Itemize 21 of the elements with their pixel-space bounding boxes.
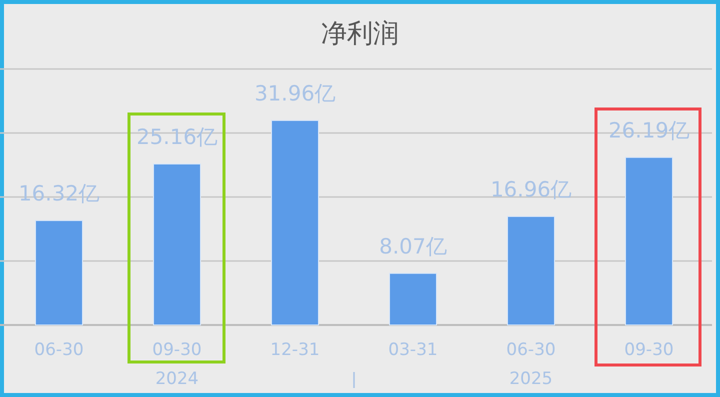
x-tick-label: 06-30 — [506, 340, 556, 360]
bar — [271, 120, 319, 326]
text: 2025 — [509, 369, 553, 389]
data-label: 16.32亿 — [18, 182, 100, 206]
x-tick-label: 12-31 — [270, 340, 320, 360]
data-label: 26.19亿 — [608, 118, 690, 142]
x-tick-label: 09-30 — [152, 340, 202, 360]
bar — [153, 163, 201, 326]
bar — [625, 156, 673, 326]
data-label: 31.96亿 — [254, 81, 336, 106]
data-label: 8.07亿 — [379, 234, 447, 258]
bar — [35, 220, 83, 326]
bar — [507, 216, 555, 326]
x-tick-label: 06-30 — [34, 340, 84, 360]
text: 2024 — [155, 369, 199, 389]
data-label: 25.16亿 — [136, 124, 218, 149]
x-tick-label: 03-31 — [388, 340, 438, 360]
chart-title: 净利润 — [321, 19, 399, 49]
data-label: 16.96亿 — [490, 177, 572, 202]
bar — [389, 272, 437, 326]
x-tick-label: 09-30 — [624, 340, 674, 360]
